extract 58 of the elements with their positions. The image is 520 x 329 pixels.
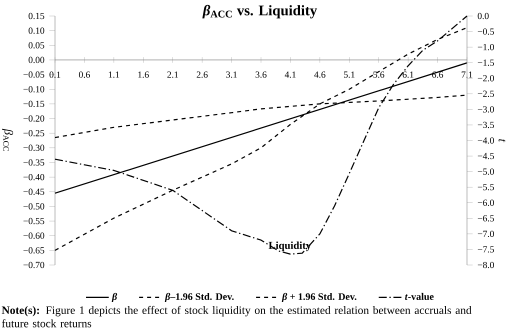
x-tick-label: 1.1 — [108, 72, 120, 78]
y2-axis-title: t — [498, 139, 506, 142]
x-tick-label: 6.6 — [432, 72, 444, 78]
x-tick-label: 7.1 — [462, 72, 472, 78]
y-tick-label: −0.20 — [23, 115, 44, 122]
x-tick-label: 5.1 — [344, 72, 355, 78]
y2-tick-label: −3.5 — [478, 122, 494, 128]
y-tick-label: −0.30 — [23, 144, 44, 151]
y-tick-label: −0.55 — [23, 218, 44, 224]
y-tick-label: −0.35 — [23, 159, 44, 166]
x-tick-label: 0.1 — [50, 72, 60, 78]
chart-title: β$_{ACC}$ vs. Liquidity — [202, 4, 318, 18]
y-axis-title: β$_{ACC}$ — [2, 128, 14, 151]
x-tick-label: 1.6 — [138, 72, 149, 78]
y2-tick-label: −2.0 — [478, 75, 494, 82]
y-tick-label: −0.25 — [23, 130, 44, 136]
x-tick-label: 3.1 — [226, 72, 237, 78]
y-tick-label: −0.50 — [23, 203, 44, 210]
x-tick-label: 5.6 — [373, 72, 384, 78]
y2-tick-label: −7.5 — [478, 246, 494, 253]
legend-label: β + 1.96 Std. Dev. — [282, 292, 356, 302]
y-tick-label: 0.10 — [28, 27, 44, 34]
y2-tick-label: −1.0 — [478, 44, 494, 50]
x-tick-label: 3.6 — [256, 72, 267, 78]
y-tick-label: −0.45 — [23, 188, 44, 195]
y-tick-label: −0.15 — [23, 100, 44, 108]
y2-tick-label: 0.0 — [478, 12, 489, 20]
x-tick-label: 4.6 — [314, 72, 326, 78]
legend-label: β — [112, 292, 118, 302]
y-tick-label: −0.65 — [23, 247, 44, 254]
y-tick-label: 0.15 — [28, 12, 44, 20]
y2-tick-label: −2.5 — [478, 90, 494, 97]
y2-tick-label: −0.5 — [478, 28, 494, 35]
y-tick-label: 0.00 — [28, 56, 44, 64]
legend-label: β–1.96 Std. Dev. — [164, 292, 234, 302]
y2-tick-label: −5.0 — [478, 168, 494, 175]
y2-tick-label: −5.5 — [478, 184, 494, 190]
legend-label: t-value — [405, 292, 434, 300]
y-tick-label: −0.70 — [23, 262, 44, 268]
y2-tick-label: −7.0 — [478, 230, 494, 238]
x-tick-label: 4.1 — [284, 72, 296, 78]
y2-tick-label: −3.0 — [478, 106, 494, 113]
y2-tick-label: −8.0 — [478, 262, 494, 268]
y2-tick-label: −1.5 — [478, 60, 494, 66]
x-tick-label: 2.6 — [196, 72, 208, 78]
y-tick-label: −0.10 — [23, 86, 44, 92]
x-tick-label: 0.6 — [78, 72, 90, 78]
y-tick-label: −0.60 — [23, 232, 44, 239]
y-tick-label: 0.05 — [28, 42, 44, 48]
y2-tick-label: −4.5 — [478, 152, 494, 160]
x-tick-label: 2.1 — [167, 72, 178, 78]
y-tick-label: −0.40 — [23, 174, 44, 180]
y-tick-label: −0.05 — [23, 71, 44, 78]
y2-tick-label: −6.0 — [478, 200, 494, 206]
y2-tick-label: −4.0 — [478, 137, 494, 144]
text: Note(s): Figure 1 depicts the effect of stock liquidity on the estimated relation between accruals and future stock returns — [2, 306, 472, 328]
x-tick-label: 6.1 — [402, 72, 414, 78]
y2-tick-label: −6.5 — [478, 215, 494, 222]
